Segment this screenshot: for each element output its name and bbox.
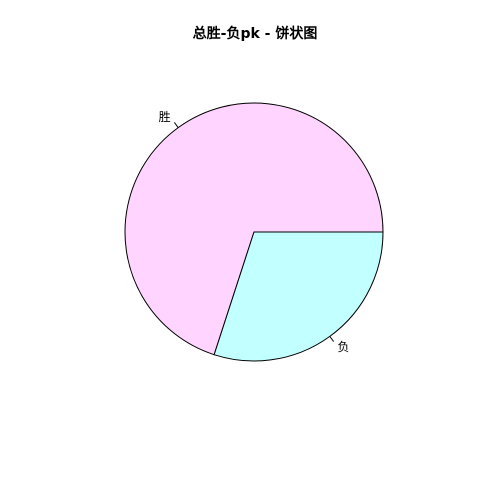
chart-title: 总胜-负pk - 饼状图	[193, 25, 318, 42]
pie-slices	[124, 102, 384, 362]
pie-leader-line-2	[329, 336, 335, 342]
pie-label-2: 负	[337, 340, 349, 354]
pie-leader-line-1	[173, 122, 179, 128]
pie-slice-2	[213, 231, 384, 362]
pie-label-1: 胜	[159, 109, 171, 124]
pie-labels: 胜负	[159, 109, 350, 354]
